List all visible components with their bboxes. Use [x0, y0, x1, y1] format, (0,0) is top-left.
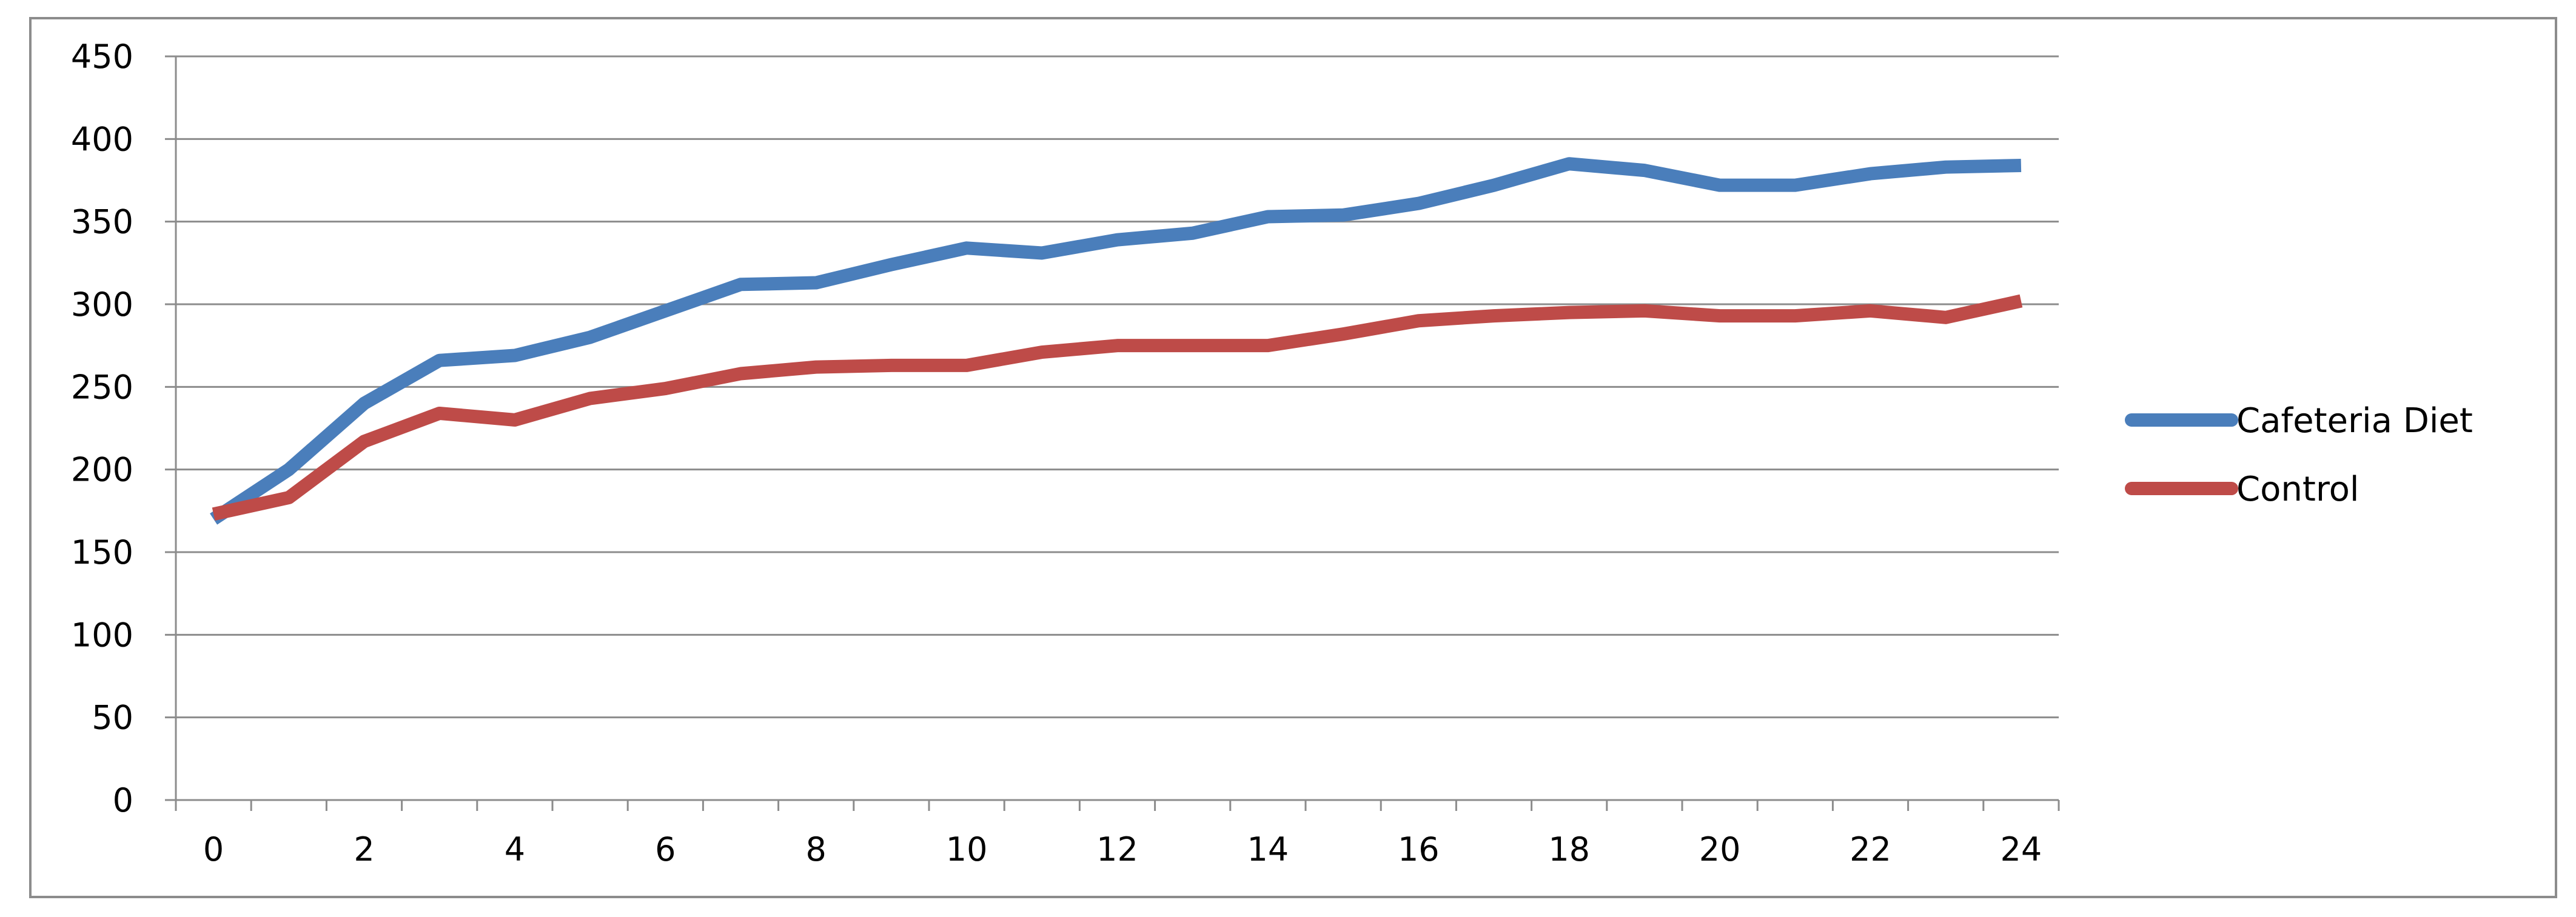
- x-tick-label: 2: [354, 830, 374, 869]
- x-tick-label: 0: [203, 830, 224, 869]
- x-tick-label: 4: [505, 830, 525, 869]
- gridlines: [176, 55, 2059, 719]
- series-line-control: [212, 294, 2023, 521]
- x-tick-label: 16: [1398, 830, 1440, 869]
- y-tick-label: 200: [71, 451, 133, 489]
- x-tick-label: 10: [946, 830, 988, 869]
- x-tick-label: 6: [655, 830, 676, 869]
- x-tick-label: 22: [1850, 830, 1891, 869]
- x-tick-label: 12: [1096, 830, 1138, 869]
- series-lines: [210, 157, 2023, 525]
- y-tick-label: 400: [71, 120, 133, 158]
- chart-border: [29, 17, 2557, 898]
- legend-label: Control: [2236, 470, 2359, 509]
- x-tick-label: 8: [806, 830, 827, 869]
- x-tick-label: 20: [1699, 830, 1741, 869]
- legend: Cafeteria Diet Control: [2125, 401, 2473, 509]
- x-tick-label: 24: [2001, 830, 2042, 869]
- y-tick-label: 250: [71, 368, 133, 406]
- x-tick-label: 18: [1548, 830, 1590, 869]
- y-tick-label: 450: [71, 38, 133, 76]
- y-tick-label: 50: [92, 699, 133, 737]
- series-line-cafeteria-diet: [210, 157, 2022, 525]
- y-tick-label: 0: [113, 781, 133, 819]
- y-tick-label: 300: [71, 285, 133, 324]
- legend-label: Cafeteria Diet: [2236, 401, 2473, 441]
- y-tick-label: 100: [71, 616, 133, 654]
- y-tick-label: 350: [71, 203, 133, 241]
- y-tick-label: 150: [71, 533, 133, 572]
- axes: [165, 55, 2060, 811]
- x-tick-label: 14: [1247, 830, 1289, 869]
